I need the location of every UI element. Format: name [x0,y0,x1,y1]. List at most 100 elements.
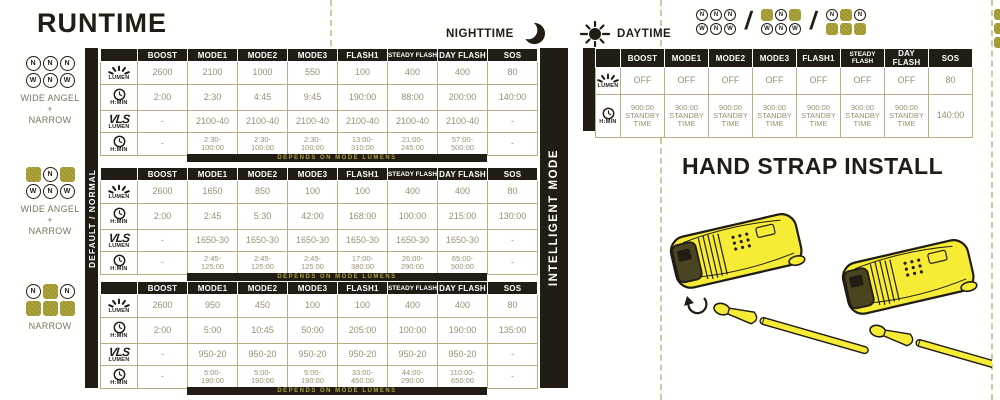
beam-circle-n-icon: N [696,8,708,21]
runtime-cell: 400 [437,61,488,85]
runtime-cell: 2:30- 100:00 [187,132,238,156]
moon-icon [520,21,545,45]
runtime-cell: - [487,365,538,389]
runtime-cell: 13:00- 310:00 [337,132,388,156]
fold-line [991,0,993,400]
vls-icon: VLS LUMEN [100,343,138,366]
runtime-cell: 130:00 [487,203,538,230]
column-header: STEADY FLASH [840,48,885,68]
runtime-cell: 190:00 [437,317,488,344]
table-corner [100,48,138,62]
runtime-cell: 2600 [137,294,188,318]
nighttime-label: NIGHTTIME [446,27,514,40]
runtime-cell: 80 [487,180,538,204]
runtime-cell: 2100-40 [337,110,388,133]
clock-icon: H:MIN [595,94,621,138]
runtime-cell: 17:00- 380:00 [337,251,388,275]
runtime-cell: 850 [237,180,288,204]
runtime-cell: 400 [437,294,488,318]
beam-circle-n-icon: N [42,73,58,88]
runtime-cell: 400 [387,294,438,318]
column-header: FLASH1 [337,281,388,295]
runtime-cell: 950 [187,294,238,318]
column-header: BOOST [137,48,188,62]
beam-label: NARROW [28,321,72,331]
clock-icon: H:MIN [100,251,138,275]
beam-circle-w-icon: W [59,73,75,88]
runtime-cell: 168:00 [337,203,388,230]
column-header: MODE1 [664,48,709,68]
beam-circle-n-icon: N [42,167,58,182]
page-title: RUNTIME [37,8,167,38]
column-header: SOS [487,281,538,295]
intelligent-mode-table: BOOST MODE1 MODE2 MODE3 FLASH1 STEADY FLASH DA… [595,48,973,138]
beam-circle-n-icon: N [59,284,75,299]
beam-circle-n-icon: N [724,8,736,21]
runtime-cell: 135:00 [487,317,538,344]
runtime-cell: 205:00 [337,317,388,344]
beam-circle-w-icon: W [25,73,41,88]
runtime-cell: - [137,110,188,133]
depends-note: DEPENDS ON MODE LUMENS [187,273,487,281]
runtime-cell: - [487,132,538,156]
runtime-cell: 900:00 STANDBY TIME [840,94,885,138]
beam-circle-w-icon: W [696,22,708,35]
column-header: MODE1 [187,167,238,181]
column-header: MODE3 [287,281,338,295]
fold-line [660,138,662,400]
runtime-cell: OFF [620,67,665,95]
runtime-cell: 950-20 [437,343,488,366]
beam-circle-w-icon: W [59,184,75,199]
runtime-cell: 44:00- 290:00 [387,365,438,389]
flashlight-1 [666,209,871,358]
runtime-cell: 900:00 STANDBY TIME [884,94,929,138]
beam-square-icon [59,301,75,316]
page-edge-icons [994,9,1000,48]
intelligent-mode-bar: INTELLIGENT MODE [540,48,568,388]
column-header: SOS [928,48,973,68]
beam-circle-w-icon: W [25,184,41,199]
beam-square-icon [839,22,852,35]
runtime-cell: 65:00- 500:00 [437,251,488,275]
runtime-cell: 80 [928,67,973,95]
runtime-cell: OFF [664,67,709,95]
runtime-cell: 1650-30 [387,229,438,252]
runtime-cell: - [487,343,538,366]
column-header: DAY FLASH [437,48,488,62]
runtime-cell: 1650-30 [287,229,338,252]
beam-square-icon [994,37,1000,48]
runtime-cell: 2:45- 125:00 [237,251,288,275]
beam-square-icon [42,301,58,316]
flashlight-2 [838,235,992,380]
column-header: MODE2 [237,281,288,295]
column-header: BOOST [137,167,188,181]
beam-square-icon [25,167,41,182]
beam-circle-n-icon: N [774,22,787,35]
runtime-cell: OFF [708,67,753,95]
column-header: STEADY FLASH [387,48,438,62]
runtime-cell: 190:00 [337,84,388,111]
runtime-cell: 550 [287,61,338,85]
clock-icon: H:MIN [100,203,138,230]
beam-square-icon [994,23,1000,34]
table-corner [595,48,621,68]
beam-square-icon [25,301,41,316]
beam-label: WIDE ANGEL + NARROW [20,204,80,236]
beam-square-icon [825,22,838,35]
runtime-cell: 100:00 [387,317,438,344]
runtime-cell: 950-20 [187,343,238,366]
beam-circle-w-icon: W [788,22,801,35]
runtime-cell: 400 [387,180,438,204]
table-corner [100,281,138,295]
runtime-cell: 26:00- 290:00 [387,251,438,275]
default-normal-label: DEFAULT / NORMAL [86,168,97,268]
column-header: MODE1 [187,281,238,295]
clock-icon: H:MIN [100,365,138,389]
beam-circle-n-icon: N [25,284,41,299]
beam-circle-n-icon: N [825,8,838,21]
beam-circle-n-icon: N [853,8,866,21]
